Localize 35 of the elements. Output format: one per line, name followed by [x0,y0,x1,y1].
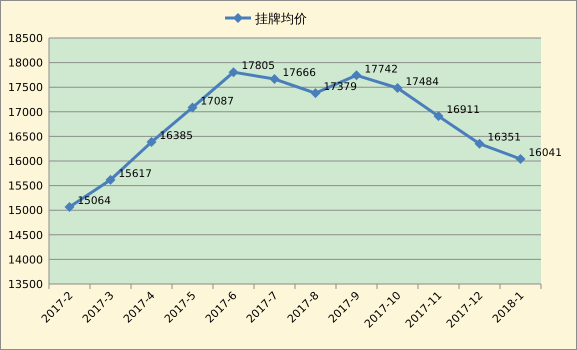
point [270,74,280,84]
y-tick-label: 15500 [8,180,43,193]
point [64,202,74,212]
y-tick-label: 18500 [8,32,43,45]
point [310,88,320,98]
data-label: 17805 [242,60,275,72]
y-tick-label: 16500 [8,130,43,144]
data-label: 16041 [528,146,562,159]
data-label: 16911 [446,104,480,116]
point [228,67,238,78]
data-label: 16385 [160,130,193,142]
point [188,102,198,113]
point [434,111,444,122]
y-tick-label: 13500 [8,278,43,291]
y-tick-label: 14500 [8,228,43,242]
point [146,137,156,148]
data-label: 17666 [282,67,316,80]
point [352,70,362,80]
data-label: 17087 [200,96,234,108]
point [106,174,116,185]
y-tick-label: 17500 [8,81,43,94]
y-tick-label: 16000 [8,155,43,168]
data-label: 15617 [118,168,152,180]
point [392,82,402,93]
y-tick-label: 14000 [8,253,43,266]
data-label: 15064 [78,195,112,208]
y-tick-label: 15000 [8,204,43,218]
data-label: 17484 [406,76,440,88]
point [474,138,484,149]
legend-label: 挂牌均价 [255,12,307,27]
data-label: 17742 [364,63,398,76]
point [516,154,526,164]
y-tick-label: 17000 [8,106,43,119]
y-tick-label: 18000 [8,56,43,70]
data-label: 16351 [488,132,521,144]
